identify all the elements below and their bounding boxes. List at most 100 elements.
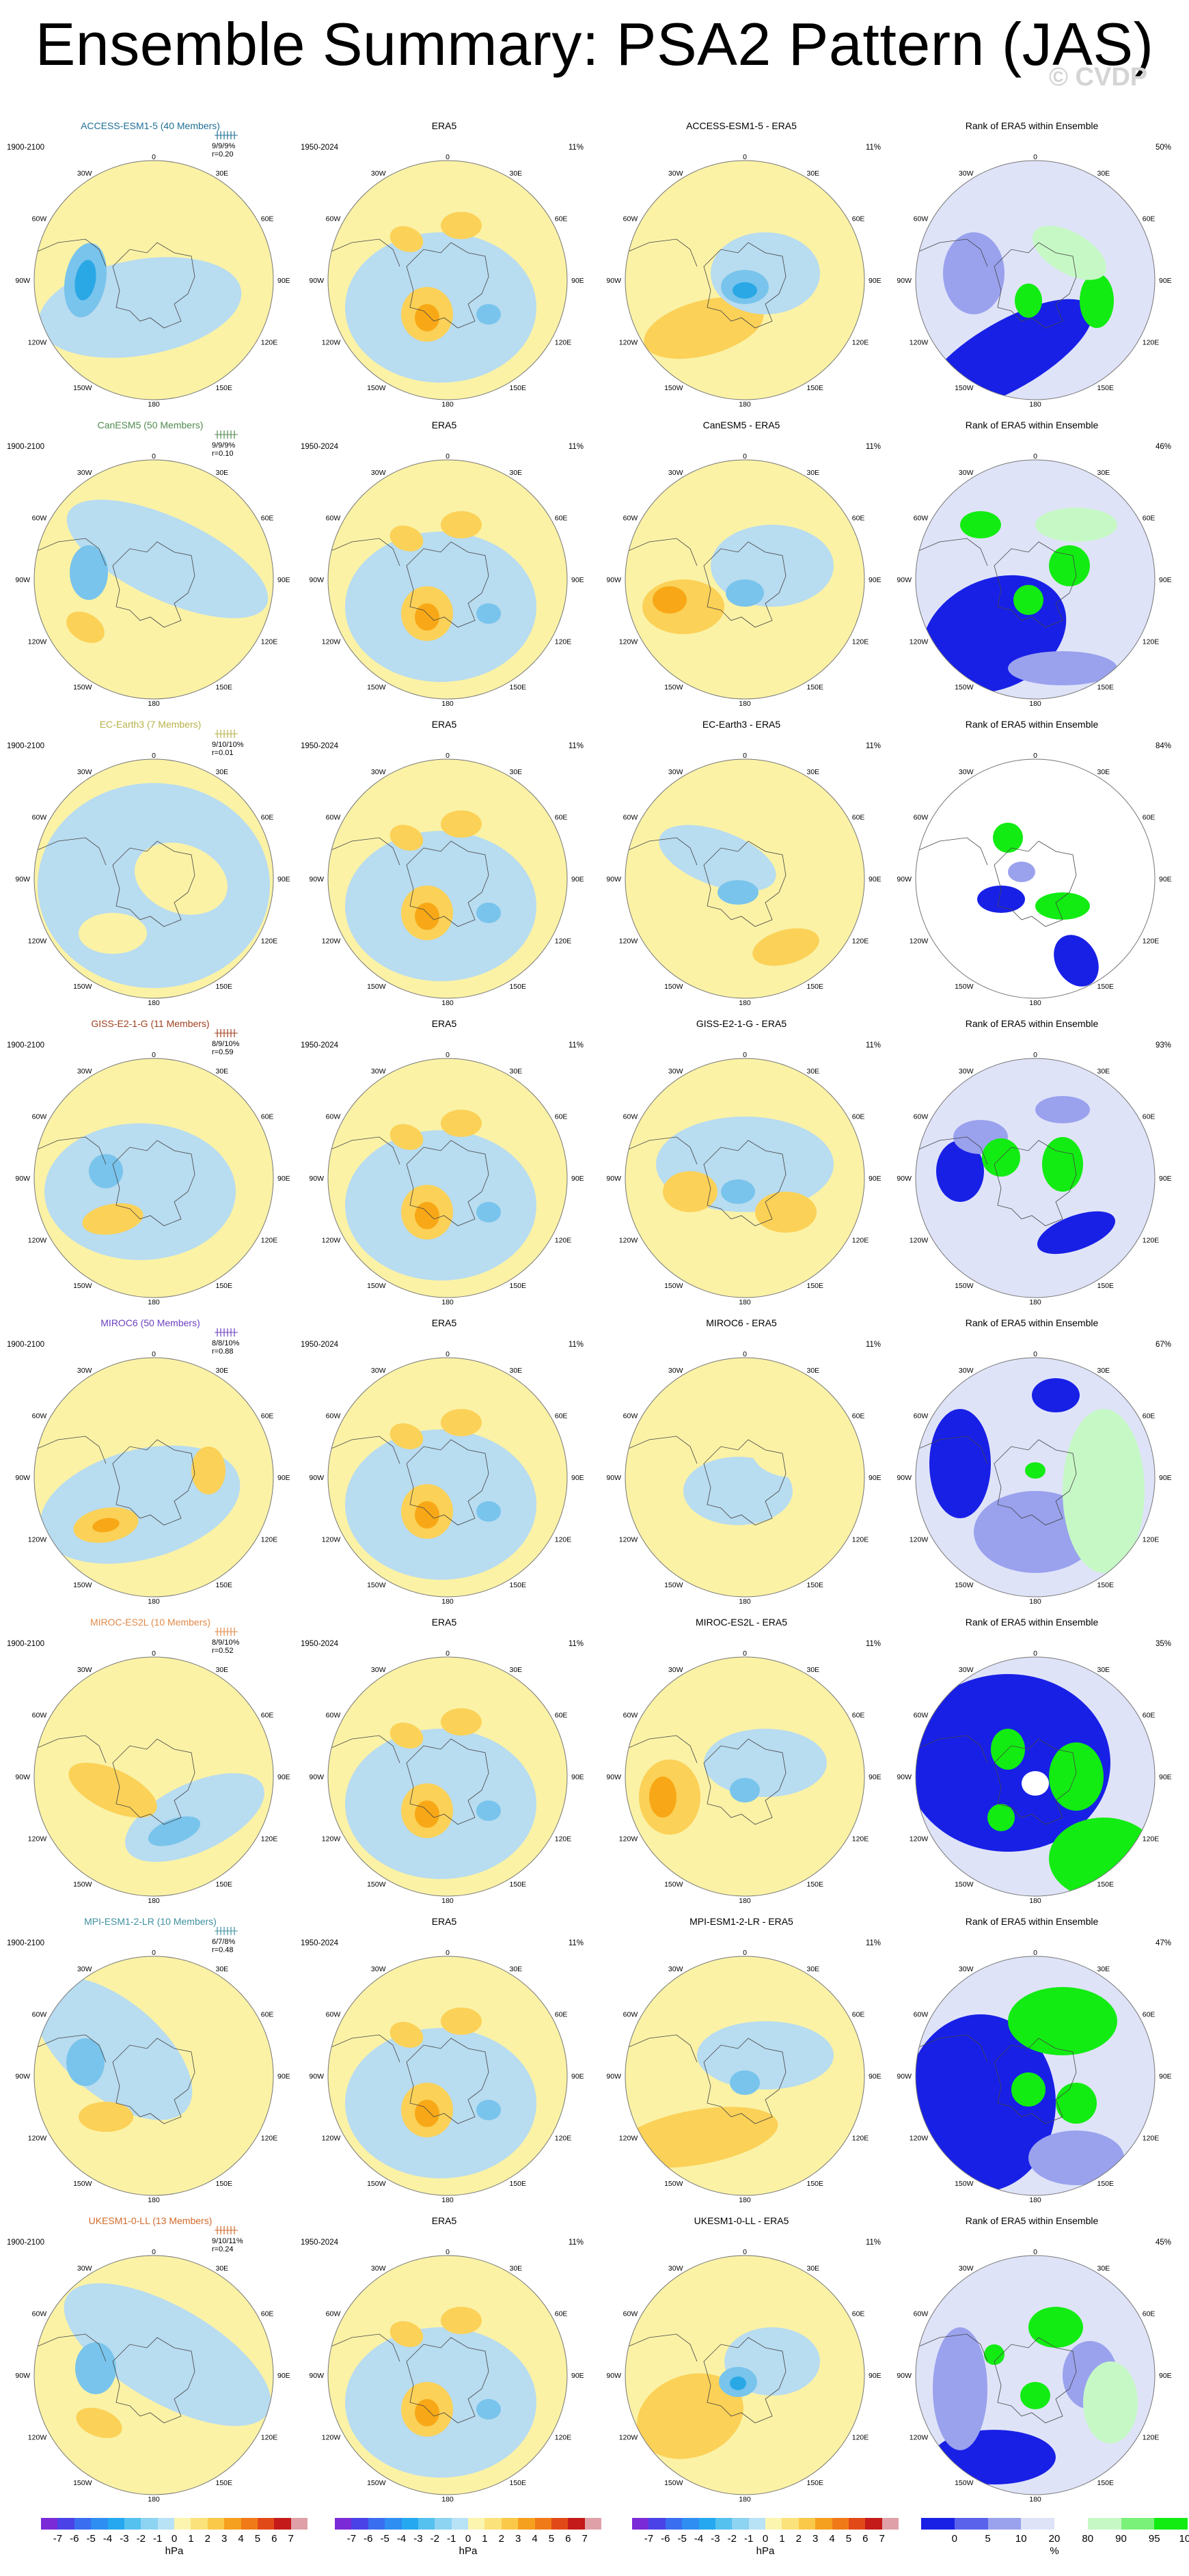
map-border <box>915 459 1156 700</box>
map-border <box>915 1357 1156 1598</box>
longitude-label: 90E <box>277 2072 290 2081</box>
map-svg: 0 30E 60E 90E 120E 150E 180 150W 120W 90W 60W 30W <box>15 1649 290 1905</box>
contour-region <box>984 2344 1004 2365</box>
south-america-coastline <box>625 238 698 267</box>
contour-region <box>415 2100 439 2127</box>
longitude-label: 60W <box>623 215 638 223</box>
longitude-label: 60W <box>32 1712 47 1720</box>
map-border <box>625 1058 865 1298</box>
panel-title: Rank of ERA5 within Ensemble <box>965 1916 1099 1927</box>
longitude-label: 150W <box>664 983 683 991</box>
longitude-label: 150E <box>216 683 233 691</box>
colorbar-swatch <box>534 2518 551 2530</box>
antarctica-coastline <box>703 1140 787 1227</box>
longitude-label: 120E <box>555 1237 572 1245</box>
longitude-label: 120W <box>619 638 638 646</box>
longitude-label: 90W <box>15 875 30 883</box>
longitude-label: 30W <box>371 469 386 477</box>
pattern-correlation: r=0.88 <box>212 1347 234 1356</box>
longitude-label: 0 <box>152 1949 156 1957</box>
contour-region <box>1035 892 1090 920</box>
longitude-label: 60W <box>326 215 341 223</box>
rank-panel: Rank of ERA5 within Ensemble 46% 0 30E 60E 90… <box>888 415 1175 716</box>
colorbar-tick-label: -6 <box>364 2533 373 2545</box>
map-svg: 0 30E 60E 90E 120E 150E 180 150W 120W 90W 60W 30W <box>897 1350 1171 1606</box>
panel-title: CanESM5 - ERA5 <box>702 420 780 430</box>
longitude-label: 0 <box>446 1649 450 1658</box>
longitude-label: 30E <box>510 2264 523 2273</box>
longitude-label: 120W <box>910 638 929 646</box>
colorbar-swatch <box>501 2518 519 2530</box>
longitude-label: 150W <box>955 2479 974 2487</box>
era5-panel: ERA5 1950-2024 11% 0 30E 60E 90E 120E 150E 180 150… <box>301 1313 588 1614</box>
contour-region <box>1083 2361 1138 2443</box>
longitude-label: 30E <box>216 2264 229 2273</box>
contour-region <box>441 2008 482 2035</box>
longitude-label: 150W <box>73 384 92 392</box>
longitude-label: 120W <box>910 2135 929 2143</box>
longitude-label: 30W <box>959 469 974 477</box>
longitude-label: 0 <box>743 1649 747 1658</box>
longitude-label: 30W <box>371 2264 386 2273</box>
antarctica-coastline <box>994 1738 1077 1825</box>
antarctica-coastline <box>112 242 195 329</box>
contour-region <box>1028 2307 1083 2348</box>
longitude-label: 120E <box>852 2135 869 2143</box>
contour-region <box>1035 508 1117 542</box>
south-america-coastline <box>916 837 988 866</box>
longitude-label: 60W <box>32 2310 47 2318</box>
panel-title: ERA5 <box>431 719 457 730</box>
longitude-label: 180 <box>148 2495 160 2504</box>
contour-region <box>441 2307 482 2334</box>
longitude-label: 60W <box>914 1712 929 1720</box>
percent-label: 35% <box>1155 1640 1171 1648</box>
colorbar-tick-label: -5 <box>380 2533 390 2545</box>
contour-region <box>191 1447 226 1494</box>
map-border <box>625 459 865 700</box>
colorbar-unit: % <box>1050 2545 1059 2557</box>
contour-region <box>476 903 501 923</box>
colorbar-tick-label: 6 <box>862 2533 869 2545</box>
south-america-coastline <box>34 837 107 866</box>
percent-label: 11% <box>568 1939 584 1947</box>
colorbar-swatches <box>921 2518 1188 2530</box>
longitude-label: 150W <box>367 2180 386 2188</box>
longitude-label: 120E <box>852 1536 869 1544</box>
rank-panel: Rank of ERA5 within Ensemble 84% 0 30E 60E 90… <box>888 715 1175 1015</box>
hpa-colorbar: -7 -6 -5 -4 -3 -2 -1 0 1 2 3 4 5 6 7 hPa <box>41 2518 308 2569</box>
colorbar-tick-label: 100 <box>1179 2533 1189 2545</box>
longitude-label: 150W <box>664 1880 683 1889</box>
antarctica-coastline <box>112 1738 195 1825</box>
longitude-label: 90E <box>277 1773 290 1781</box>
model-panel: GISS-E2-1-G (11 Members) 1900-2100 8/9/10%… <box>7 1014 294 1315</box>
longitude-label: 180 <box>1029 1298 1041 1306</box>
map-svg: 0 30E 60E 90E 120E 150E 180 150W 120W 90W 60W 30W <box>309 2248 584 2504</box>
longitude-label: 150W <box>664 2479 683 2487</box>
contour-region <box>1032 1378 1080 1412</box>
longitude-label: 30W <box>77 2264 92 2273</box>
period-label: 1950-2024 <box>301 443 338 451</box>
contour-region <box>1008 651 1117 685</box>
longitude-label: 60W <box>32 1113 47 1121</box>
longitude-label: 120E <box>1143 1536 1160 1544</box>
colorbar-tick-label: -3 <box>120 2533 129 2545</box>
longitude-label: 90E <box>869 875 882 883</box>
longitude-label: 150W <box>73 2180 92 2188</box>
south-america-coastline <box>625 1735 698 1764</box>
longitude-label: 60E <box>1143 2310 1156 2318</box>
colorbar-swatch <box>241 2518 258 2530</box>
period-label: 1900-2100 <box>7 1640 44 1648</box>
longitude-label: 0 <box>1033 1350 1037 1358</box>
longitude-label: 120E <box>1143 2135 1160 2143</box>
percent-label: 93% <box>1155 1041 1171 1050</box>
colorbar-swatch <box>782 2518 799 2530</box>
longitude-label: 150W <box>73 2479 92 2487</box>
colorbar-swatch <box>107 2518 124 2530</box>
longitude-label: 90E <box>1159 2072 1172 2081</box>
contour-region <box>476 1501 501 1522</box>
south-america-coastline <box>625 1136 698 1165</box>
panel-title: GISS-E2-1-G (11 Members) <box>91 1018 210 1029</box>
longitude-label: 150W <box>664 1581 683 1589</box>
longitude-label: 0 <box>446 2248 450 2256</box>
